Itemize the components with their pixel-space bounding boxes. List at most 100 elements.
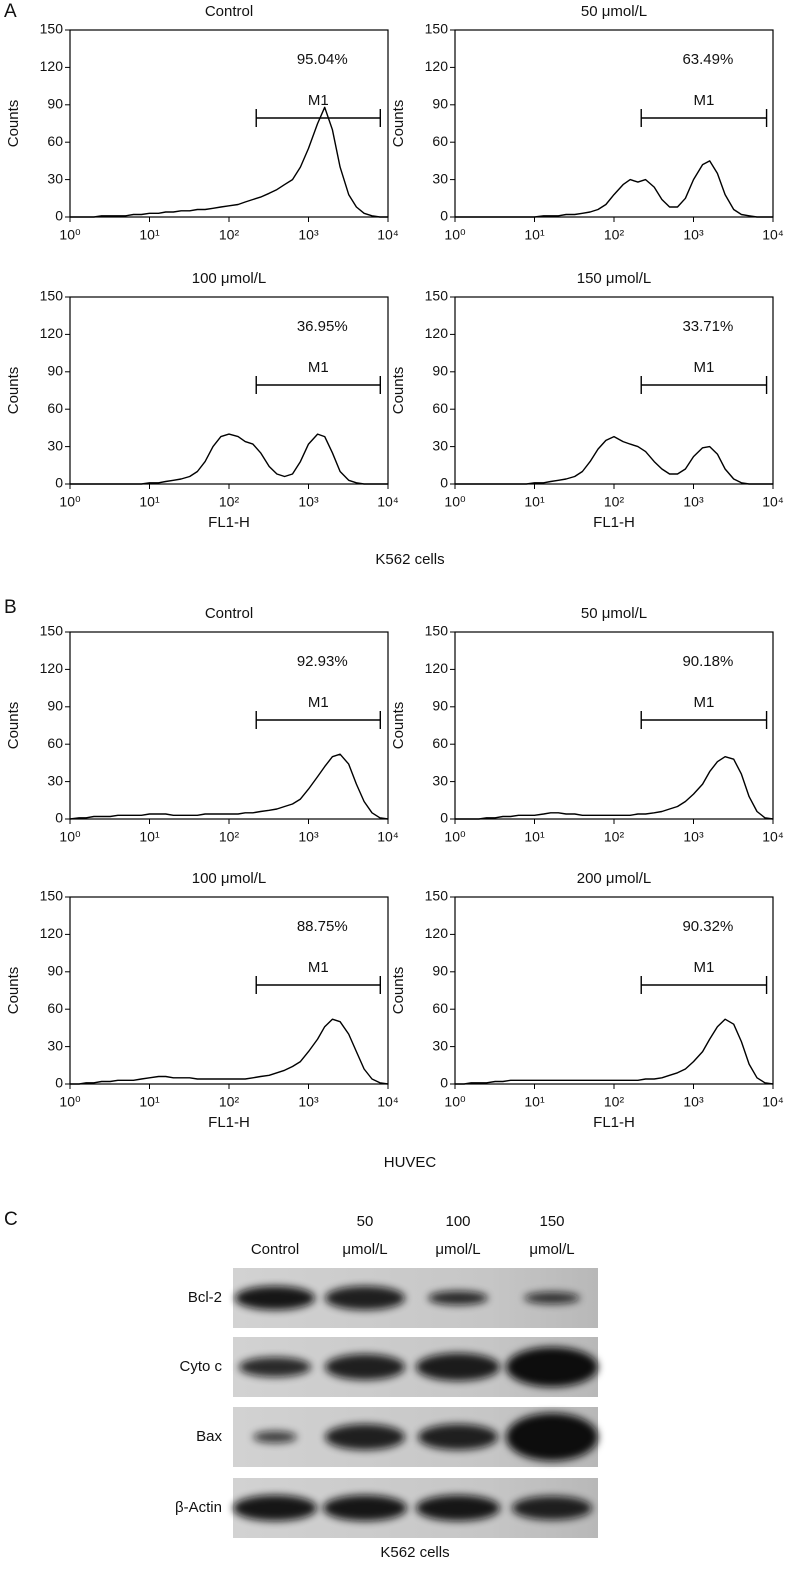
y-tick-label: 90 xyxy=(47,96,63,112)
x-tick-label: 10¹ xyxy=(139,829,160,845)
protein-band xyxy=(512,1496,592,1520)
y-tick-label: 0 xyxy=(55,1075,63,1091)
y-axis-label: Counts xyxy=(390,967,407,1015)
y-tick-label: 30 xyxy=(432,1037,448,1053)
y-tick-label: 120 xyxy=(40,925,64,941)
percent-annotation: 95.04% xyxy=(297,51,348,68)
x-tick-label: 10⁰ xyxy=(444,494,466,510)
x-tick-label: 10³ xyxy=(298,829,319,845)
y-tick-label: 150 xyxy=(425,288,449,304)
percent-annotation: 90.32% xyxy=(682,918,733,935)
y-tick-label: 30 xyxy=(432,437,448,453)
histogram-line xyxy=(455,435,773,485)
x-tick-label: 10² xyxy=(219,494,240,510)
x-tick-label: 10⁴ xyxy=(762,227,784,243)
y-axis-label: Counts xyxy=(390,367,407,415)
gate-label: M1 xyxy=(308,959,329,976)
lane-label: μmol/L xyxy=(342,1241,387,1258)
x-tick-label: 10⁰ xyxy=(59,1094,81,1110)
panel-caption: K562 cells xyxy=(375,551,444,568)
y-tick-label: 0 xyxy=(55,475,63,491)
x-tick-label: 10³ xyxy=(683,494,704,510)
protein-band xyxy=(325,1286,405,1310)
y-tick-label: 150 xyxy=(40,21,64,37)
x-tick-label: 10² xyxy=(604,1094,625,1110)
gate-label: M1 xyxy=(693,694,714,711)
y-tick-label: 60 xyxy=(432,400,448,416)
gate-label: M1 xyxy=(693,359,714,376)
y-tick-label: 30 xyxy=(432,170,448,186)
x-tick-label: 10² xyxy=(604,227,625,243)
protein-band xyxy=(428,1291,488,1305)
protein-band xyxy=(235,1286,315,1310)
y-tick-label: 0 xyxy=(55,208,63,224)
y-tick-label: 90 xyxy=(432,363,448,379)
y-tick-label: 30 xyxy=(47,1037,63,1053)
protein-band xyxy=(325,1424,405,1450)
protein-band xyxy=(418,1424,498,1450)
y-tick-label: 0 xyxy=(440,1075,448,1091)
histogram-line xyxy=(455,160,773,218)
x-tick-label: 10¹ xyxy=(139,1094,160,1110)
histogram-line xyxy=(455,756,774,820)
protein-band xyxy=(325,1354,405,1380)
percent-annotation: 88.75% xyxy=(297,918,348,935)
x-tick-label: 10⁴ xyxy=(377,829,399,845)
lane-label: μmol/L xyxy=(529,1241,574,1258)
blot-row-label: β-Actin xyxy=(175,1499,222,1516)
chart-title: Control xyxy=(205,3,253,20)
chart-title: 50 μmol/L xyxy=(581,3,647,20)
x-tick-label: 10⁰ xyxy=(444,1094,466,1110)
x-axis-label: FL1-H xyxy=(593,514,635,531)
y-axis-label: Counts xyxy=(5,967,22,1015)
y-tick-label: 120 xyxy=(40,325,64,341)
gate-label: M1 xyxy=(693,92,714,109)
x-tick-label: 10⁴ xyxy=(762,829,784,845)
protein-band xyxy=(416,1495,500,1521)
histogram-line xyxy=(455,1018,774,1085)
x-tick-label: 10² xyxy=(604,829,625,845)
protein-band xyxy=(506,1413,598,1461)
x-tick-label: 10¹ xyxy=(139,227,160,243)
y-tick-label: 120 xyxy=(425,660,449,676)
lane-label: Control xyxy=(251,1241,299,1258)
y-tick-label: 90 xyxy=(47,963,63,979)
y-tick-label: 60 xyxy=(432,133,448,149)
y-tick-label: 60 xyxy=(432,1000,448,1016)
chart-title: 150 μmol/L xyxy=(577,270,652,287)
y-axis-label: Counts xyxy=(390,702,407,750)
y-axis-label: Counts xyxy=(5,367,22,415)
x-tick-label: 10⁴ xyxy=(377,227,399,243)
panel-label: C xyxy=(4,1209,18,1230)
lane-label: 50 xyxy=(357,1213,374,1230)
x-tick-label: 10² xyxy=(219,227,240,243)
panel-label: A xyxy=(4,1,17,22)
x-tick-label: 10⁴ xyxy=(377,1094,399,1110)
chart-title: 50 μmol/L xyxy=(581,605,647,622)
x-axis-label: FL1-H xyxy=(593,1114,635,1131)
x-tick-label: 10⁰ xyxy=(59,829,81,845)
x-tick-label: 10² xyxy=(604,494,625,510)
y-tick-label: 0 xyxy=(440,475,448,491)
y-tick-label: 30 xyxy=(47,772,63,788)
y-tick-label: 120 xyxy=(425,925,449,941)
lane-label: μmol/L xyxy=(435,1241,480,1258)
y-tick-label: 60 xyxy=(432,735,448,751)
chart-title: 100 μmol/L xyxy=(192,270,267,287)
protein-band xyxy=(323,1495,407,1521)
x-tick-label: 10¹ xyxy=(524,1094,545,1110)
percent-annotation: 90.18% xyxy=(682,653,733,670)
x-axis-label: FL1-H xyxy=(208,1114,250,1131)
y-tick-label: 30 xyxy=(47,170,63,186)
lane-label: 100 xyxy=(445,1213,470,1230)
protein-band xyxy=(524,1292,580,1304)
lane-label: 150 xyxy=(539,1213,564,1230)
y-tick-label: 60 xyxy=(47,1000,63,1016)
y-tick-label: 90 xyxy=(432,698,448,714)
x-tick-label: 10⁰ xyxy=(59,494,81,510)
x-tick-label: 10¹ xyxy=(139,494,160,510)
y-tick-label: 150 xyxy=(40,288,64,304)
y-tick-label: 150 xyxy=(425,21,449,37)
y-tick-label: 0 xyxy=(55,810,63,826)
